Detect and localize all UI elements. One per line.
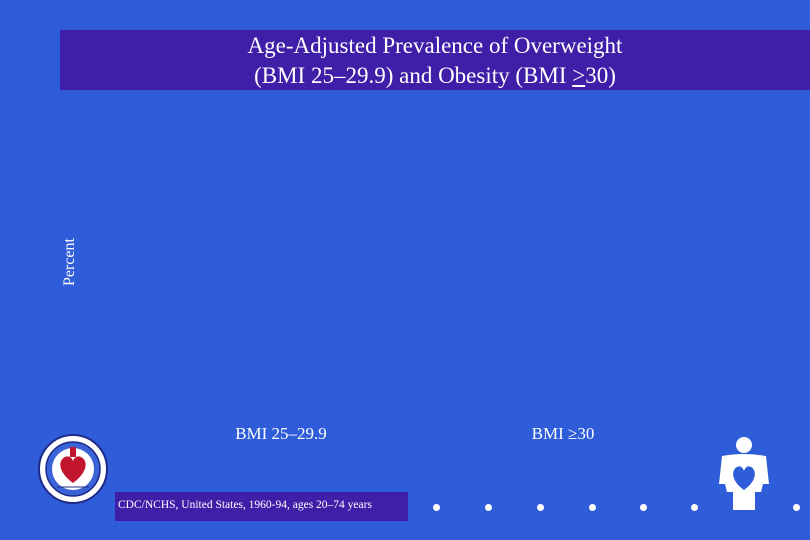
nhlbi-seal-icon — [38, 434, 108, 504]
heart-person-icon — [719, 437, 769, 510]
title-suffix: 30) — [585, 63, 616, 88]
chart-title-line-1: Age-Adjusted Prevalence of Overweight — [247, 33, 623, 58]
nav-dot — [640, 504, 647, 511]
nav-dot — [793, 504, 800, 511]
nav-dot — [537, 504, 544, 511]
source-note: CDC/NCHS, United States, 1960-94, ages 2… — [118, 499, 372, 511]
y-axis-label: Percent — [61, 238, 78, 286]
chart-title-line-2: (BMI 25–29.9) and Obesity (BMI >30) — [60, 61, 810, 91]
x-category-label-obesity: BMI ≥30 — [531, 424, 595, 443]
source-box — [115, 492, 408, 521]
x-category-label-overweight: BMI 25–29.9 — [235, 424, 327, 443]
nav-dot — [589, 504, 596, 511]
nav-dot — [691, 504, 698, 511]
title-prefix: (BMI 25–29.9) and Obesity (BMI — [254, 63, 573, 88]
nav-dot — [433, 504, 440, 511]
nav-dot — [485, 504, 492, 511]
title-gt: > — [572, 63, 586, 88]
title-bar — [60, 30, 810, 90]
